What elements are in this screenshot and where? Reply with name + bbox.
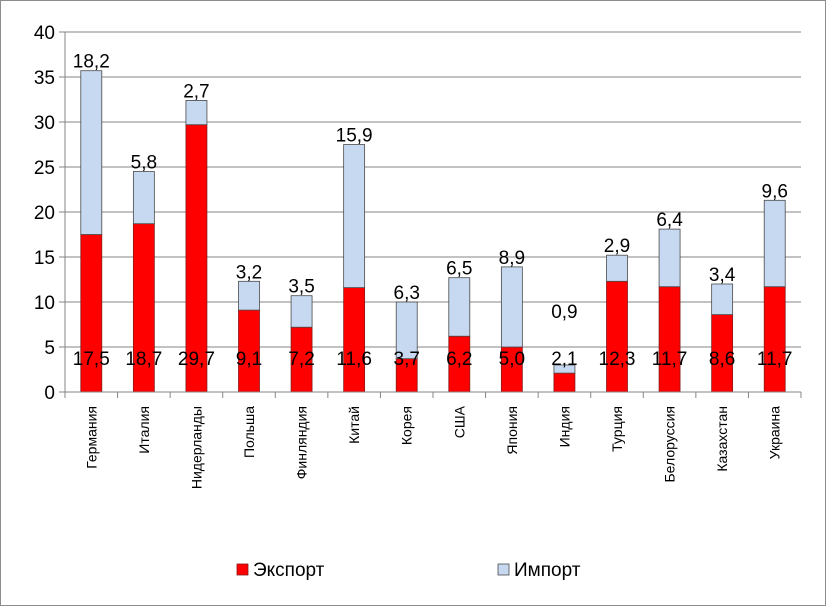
category-label: Польша [241,406,257,458]
category-label: Индия [556,406,572,447]
data-label-import: 3,4 [709,265,736,286]
bar-import [500,266,523,348]
bar-export [606,280,628,393]
bar-import [711,283,734,316]
data-label-export: 29,7 [178,349,215,370]
category-label: Финляндия [294,406,310,479]
y-tick-label: 25 [34,158,55,179]
data-label-export: 12,3 [599,349,636,370]
category-label: Корея [399,406,415,445]
data-label-import: 18,2 [73,52,110,73]
bar-export [553,372,576,393]
bar-export [763,286,786,393]
bar-export [343,287,366,393]
data-label-export: 18,7 [125,349,162,370]
data-label-import: 6,3 [394,283,420,304]
y-tick-label: 40 [34,23,55,44]
data-label-export: 6,2 [446,349,472,370]
y-tick-label: 0 [44,383,55,404]
y-tick-label: 5 [44,338,55,359]
data-label-import: 3,5 [288,277,314,298]
bars [80,70,786,393]
category-label: Германия [83,406,99,469]
data-label-export: 11,6 [336,349,372,370]
data-label-export: 17,5 [73,349,110,370]
y-tick-label: 20 [34,203,55,224]
gridlines [59,31,801,393]
data-label-export: 9,1 [236,349,262,370]
bar-import [132,171,155,225]
category-label: Турция [609,406,625,452]
bar-import [448,277,471,337]
data-label-import: 8,9 [499,248,525,269]
y-tick-label: 10 [34,293,55,314]
y-tick-label: 30 [34,113,55,134]
data-label-export: 2,1 [551,349,577,370]
y-tick-label: 35 [34,68,55,89]
data-label-import: 6,4 [656,210,683,231]
data-label-import: 2,7 [183,81,209,102]
category-label: Казахстан [714,406,730,472]
bar-import [658,228,681,288]
data-label-export: 11,7 [652,349,688,370]
category-label: Нидерланды [188,406,204,489]
data-label-export: 3,7 [394,349,420,370]
data-label-import: 6,5 [446,259,472,280]
category-label: Белоруссия [662,406,678,483]
data-label-export: 7,2 [288,349,314,370]
data-label-import: 9,6 [762,181,788,202]
data-label-import: 5,8 [131,153,157,174]
legend-swatch [497,563,510,576]
bar-import [553,364,576,374]
data-label-import: 2,9 [604,236,630,257]
legend-label: Экспорт [253,560,325,581]
bar-import [606,254,628,282]
category-label: Китай [346,406,362,444]
bar-import [763,199,786,288]
category-label: Италия [136,406,152,454]
legend-swatch [236,563,249,576]
category-label: Украина [767,406,783,460]
data-label-export: 8,6 [709,349,735,370]
data-label-import: 3,2 [236,262,262,283]
data-label-import: 0,9 [551,302,577,323]
data-label-import: 15,9 [336,126,373,147]
category-label: США [451,405,467,438]
category-label: Япония [504,406,520,455]
data-labels: 17,5 18,2 18,7 5,8 29,7 2,7 9,1 3,2 7,2 3,5 11,6 15… [73,52,793,370]
legend: Экспорт Импорт [236,560,581,581]
axes [64,32,802,398]
bar-import [290,295,313,328]
category-labels: Германия Италия Нидерланды Польша Финляндия К… [83,405,782,489]
data-label-export: 11,7 [757,349,793,370]
bar-import [80,70,103,235]
bar-import [343,144,366,289]
legend-label: Импорт [514,560,581,581]
bar-export [658,286,681,393]
data-label-export: 5,0 [499,349,525,370]
y-tick-labels: 0 5 10 15 20 25 30 35 40 [34,23,55,404]
bar-import [395,301,418,360]
bar-import [185,100,208,126]
y-tick-label: 15 [34,248,55,269]
bar-import [238,280,260,311]
